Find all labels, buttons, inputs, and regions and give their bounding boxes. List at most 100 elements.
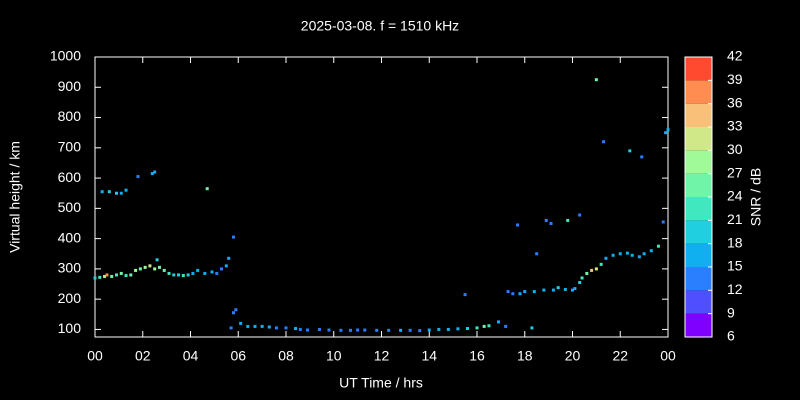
point xyxy=(604,256,608,260)
colorbar-tick-label: 39 xyxy=(727,71,743,87)
point xyxy=(93,276,97,280)
point xyxy=(191,271,195,275)
point xyxy=(124,274,128,278)
point xyxy=(134,268,138,272)
x-tick-label: 14 xyxy=(421,348,437,364)
point xyxy=(578,281,582,285)
colorbar-tick-label: 27 xyxy=(727,164,743,180)
point xyxy=(661,220,665,224)
point xyxy=(231,235,235,239)
point xyxy=(172,273,176,277)
point xyxy=(549,221,553,225)
point xyxy=(305,328,309,332)
point xyxy=(153,267,157,271)
x-tick-label: 00 xyxy=(87,348,103,364)
point xyxy=(544,218,548,222)
point xyxy=(205,187,209,191)
y-tick-label: 800 xyxy=(58,108,82,124)
colorbar-tick-label: 36 xyxy=(727,94,743,110)
point xyxy=(119,271,123,275)
colorbar-tick-label: 33 xyxy=(727,118,743,134)
x-tick-label: 22 xyxy=(612,348,628,364)
colorbar-tick-label: 6 xyxy=(727,328,735,344)
point xyxy=(129,273,133,277)
colorbar-band xyxy=(685,150,712,174)
point xyxy=(542,288,546,292)
x-tick-label: 02 xyxy=(135,348,151,364)
point xyxy=(148,264,152,268)
colorbar-band xyxy=(685,197,712,221)
point xyxy=(114,191,118,195)
point xyxy=(566,218,570,222)
point xyxy=(506,290,510,294)
point xyxy=(590,268,594,272)
point xyxy=(317,327,321,331)
x-tick-label: 16 xyxy=(469,348,485,364)
y-tick-label: 700 xyxy=(58,139,82,155)
colorbar-band xyxy=(685,290,712,314)
point xyxy=(348,328,352,332)
point xyxy=(246,324,250,328)
point xyxy=(124,188,128,192)
colorbar-tick-label: 18 xyxy=(727,234,743,250)
point xyxy=(504,324,508,328)
x-tick-label: 12 xyxy=(374,348,390,364)
point xyxy=(253,324,257,328)
point xyxy=(594,267,598,271)
chart-title: 2025-03-08. f = 1510 kHz xyxy=(301,18,459,34)
x-tick-label: 18 xyxy=(517,348,533,364)
x-tick-label: 10 xyxy=(326,348,342,364)
point xyxy=(203,271,207,275)
point xyxy=(578,213,582,217)
point xyxy=(186,273,190,277)
colorbar-tick-label: 21 xyxy=(727,211,743,227)
point xyxy=(260,324,264,328)
y-tick-label: 400 xyxy=(58,229,82,245)
point xyxy=(482,324,486,328)
x-tick-label: 20 xyxy=(565,348,581,364)
point xyxy=(356,328,360,332)
point xyxy=(530,326,534,330)
point xyxy=(375,328,379,332)
point xyxy=(511,292,515,296)
point xyxy=(107,190,111,194)
x-axis-label: UT Time / hrs xyxy=(339,375,423,391)
point xyxy=(523,290,527,294)
point xyxy=(210,270,214,274)
point xyxy=(239,321,243,325)
colorbar-tick-label: 24 xyxy=(727,188,743,204)
point xyxy=(571,288,574,292)
point xyxy=(215,271,219,275)
colorbar-tick-label: 15 xyxy=(727,258,743,274)
point xyxy=(143,265,147,269)
colorbar-tick-label: 9 xyxy=(727,304,735,320)
colorbar-label: SNR / dB xyxy=(748,168,764,226)
point xyxy=(518,292,522,296)
point xyxy=(105,273,109,277)
point xyxy=(103,274,107,278)
point xyxy=(532,290,536,294)
y-tick-label: 900 xyxy=(58,78,82,94)
point xyxy=(437,327,441,331)
point xyxy=(618,252,622,256)
colorbar-tick-label: 42 xyxy=(727,48,743,64)
point xyxy=(267,325,271,329)
point xyxy=(456,327,460,331)
plot-frame xyxy=(94,56,669,338)
point xyxy=(284,326,288,330)
point xyxy=(463,293,467,297)
point xyxy=(535,252,539,256)
point xyxy=(602,140,606,144)
point xyxy=(294,327,298,331)
point xyxy=(563,287,567,291)
point xyxy=(114,273,118,277)
y-tick-label: 200 xyxy=(58,290,82,306)
point xyxy=(630,253,634,257)
point xyxy=(599,262,603,266)
x-tick-label: 04 xyxy=(183,348,199,364)
point xyxy=(628,149,632,153)
colorbar-band xyxy=(685,80,712,104)
point xyxy=(138,267,142,271)
colorbar-band xyxy=(685,57,712,81)
